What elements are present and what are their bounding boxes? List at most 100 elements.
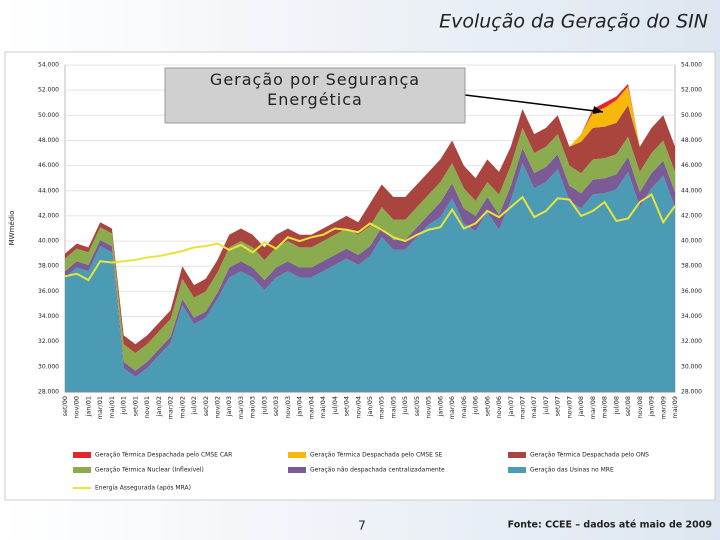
x-tick-label: mai/05 <box>389 396 397 419</box>
y2-tick-label: 32.000 <box>681 338 702 345</box>
x-tick-label: nov/07 <box>565 396 573 418</box>
y-tick-label: 46.000 <box>38 162 59 169</box>
legend-swatch <box>73 467 91 473</box>
x-tick-label: nov/00 <box>73 396 81 418</box>
legend-label: Geração Térmica Despachada pelo CMSE CAR <box>95 452 232 459</box>
x-tick-label: jan/01 <box>84 396 92 417</box>
x-tick-label: jan/09 <box>648 396 656 417</box>
x-tick-label: set/06 <box>483 396 491 416</box>
arrowhead <box>593 106 603 114</box>
area <box>65 105 675 354</box>
x-tick-label: set/00 <box>61 396 69 416</box>
y-tick-label: 28.000 <box>38 389 59 396</box>
x-tick-label: nov/02 <box>214 396 222 418</box>
y2-tick-label: 46.000 <box>681 162 702 169</box>
x-tick-label: mai/01 <box>108 396 116 419</box>
x-tick-label: set/01 <box>131 396 139 416</box>
y-tick-label: 54.000 <box>38 62 59 69</box>
legend-label: Energia Assegurada (após MRA) <box>95 485 191 492</box>
x-tick-label: jul/04 <box>331 396 339 415</box>
x-tick-label: set/02 <box>202 396 210 416</box>
x-tick-label: set/03 <box>272 396 280 416</box>
y-tick-label: 50.000 <box>38 112 59 119</box>
legend-label: Geração Térmica Nuclear (Inflexível) <box>95 467 204 474</box>
x-tick-label: jan/08 <box>577 396 585 417</box>
x-tick-label: mai/07 <box>530 396 538 419</box>
area <box>65 163 675 392</box>
x-tick-label: jan/06 <box>436 396 444 417</box>
chart-title: Evolução da Geração do SIN <box>439 11 708 33</box>
y2-tick-label: 42.000 <box>681 212 702 219</box>
y2-tick-label: 50.000 <box>681 112 702 119</box>
x-tick-label: nov/03 <box>284 396 292 418</box>
y-tick-label: 48.000 <box>38 137 59 144</box>
y-tick-label: 38.000 <box>38 263 59 270</box>
x-tick-label: mai/06 <box>460 396 468 419</box>
legend-swatch <box>288 452 306 458</box>
x-tick-label: mar/07 <box>519 396 527 419</box>
x-tick-label: nov/04 <box>354 396 362 418</box>
x-tick-label: set/04 <box>343 396 351 416</box>
y2-tick-label: 36.000 <box>681 288 702 295</box>
y2-tick-label: 52.000 <box>681 87 702 94</box>
y2-tick-label: 30.000 <box>681 363 702 370</box>
x-tick-label: mai/02 <box>178 396 186 419</box>
legend-label: Geração não despachada centralizadamente <box>310 467 445 474</box>
x-tick-label: jul/05 <box>401 396 409 415</box>
legend-label: Geração Térmica Despachada pelo ONS <box>530 452 649 459</box>
x-tick-label: nov/08 <box>636 396 644 418</box>
x-tick-label: mar/09 <box>659 396 667 419</box>
x-tick-label: mar/01 <box>96 396 104 419</box>
legend-label: Geração das Usinas no MRE <box>530 467 614 474</box>
x-tick-label: jul/07 <box>542 396 550 415</box>
x-tick-label: mai/09 <box>671 396 679 419</box>
y2-tick-label: 34.000 <box>681 313 702 320</box>
x-tick-label: jan/05 <box>366 396 374 417</box>
legend-label: Geração Térmica Despachada pelo CMSE SE <box>310 452 443 459</box>
legend-swatch <box>508 467 526 473</box>
y-tick-label: 34.000 <box>38 313 59 320</box>
y2-tick-label: 40.000 <box>681 238 702 245</box>
x-tick-label: mai/03 <box>249 396 257 419</box>
x-tick-label: jul/06 <box>472 396 480 415</box>
x-tick-label: mar/03 <box>237 396 245 419</box>
y2-tick-label: 48.000 <box>681 137 702 144</box>
x-tick-label: jul/08 <box>612 396 620 415</box>
x-tick-label: mar/08 <box>589 396 597 419</box>
x-tick-label: jan/07 <box>507 396 515 417</box>
x-tick-label: jan/03 <box>225 396 233 417</box>
y-tick-label: 32.000 <box>38 338 59 345</box>
y2-tick-label: 28.000 <box>681 389 702 396</box>
area <box>65 86 675 345</box>
y-tick-label: 42.000 <box>38 212 59 219</box>
x-tick-label: mai/04 <box>319 396 327 419</box>
x-tick-label: mar/05 <box>378 396 386 419</box>
x-tick-label: mar/04 <box>307 396 315 419</box>
x-tick-label: nov/06 <box>495 396 503 418</box>
annotation-box <box>164 67 466 124</box>
y-tick-label: 36.000 <box>38 288 59 295</box>
page-number: 7 <box>358 519 366 533</box>
arrow <box>464 94 604 113</box>
x-tick-label: jul/02 <box>190 396 198 415</box>
annotation-wrap: Geração por Segurança Energética <box>209 70 421 109</box>
x-tick-label: mar/06 <box>448 396 456 419</box>
y2-tick-label: 44.000 <box>681 187 702 194</box>
y-tick-label: 40.000 <box>38 238 59 245</box>
annotation: Geração por Segurança Energética <box>209 70 421 109</box>
legend-swatch <box>73 452 91 458</box>
y2-tick-label: 38.000 <box>681 263 702 270</box>
x-tick-label: set/08 <box>624 396 632 416</box>
x-tick-label: set/07 <box>554 396 562 416</box>
x-tick-label: mar/02 <box>167 396 175 419</box>
x-tick-label: jan/04 <box>296 396 304 417</box>
source: Fonte: CCEE – dados até maio de 2009 <box>508 520 712 531</box>
y-tick-label: 52.000 <box>38 87 59 94</box>
x-tick-label: nov/01 <box>143 396 151 418</box>
x-tick-label: nov/05 <box>425 396 433 418</box>
x-tick-label: jul/03 <box>260 396 268 415</box>
y2-tick-label: 54.000 <box>681 62 702 69</box>
legend-swatch <box>288 467 306 473</box>
